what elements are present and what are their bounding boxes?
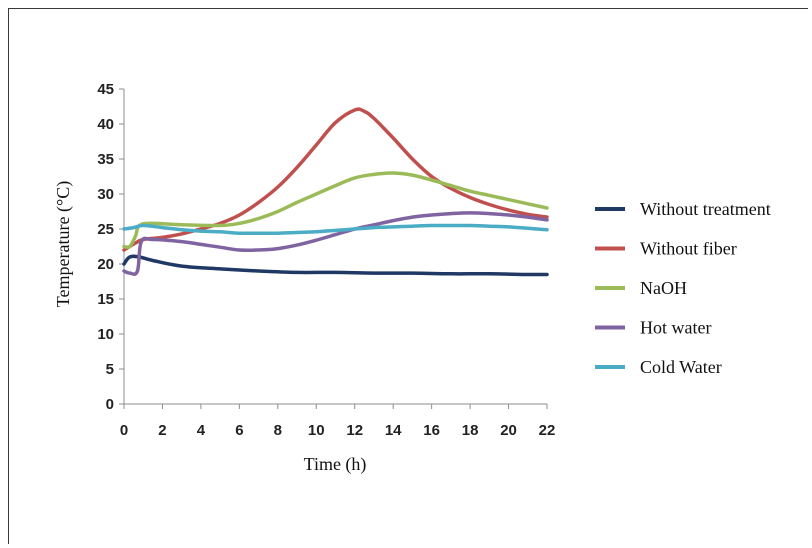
x-tick-label: 4 [197, 422, 206, 439]
y-tick-label: 5 [106, 361, 114, 378]
series-lines [122, 107, 549, 277]
x-tick-label: 22 [539, 422, 556, 439]
x-tick-label: 10 [308, 422, 325, 439]
legend-label-without-treatment: Without treatment [640, 199, 771, 219]
series-line-without-treatment [122, 254, 549, 277]
legend-label-without-fiber: Without fiber [640, 239, 737, 259]
legend: Without treatment Without fiber NaOH Hot wa… [595, 199, 771, 377]
x-tick-label: 20 [500, 422, 517, 439]
x-tick-label: 16 [423, 422, 440, 439]
x-tick-label: 18 [462, 422, 479, 439]
x-axis: 0 2 4 6 8 10 12 14 16 18 20 22 [120, 403, 556, 439]
y-tick-label: 35 [97, 151, 114, 168]
y-tick-label: 30 [97, 186, 114, 203]
y-tick-label: 25 [97, 221, 114, 238]
series-line-cold-water [122, 223, 549, 236]
series-line-without-fiber [122, 107, 549, 252]
x-tick-label: 14 [385, 422, 402, 439]
x-axis-title: Time (h) [304, 454, 367, 475]
x-tick-label: 12 [346, 422, 363, 439]
legend-label-naoh: NaOH [640, 278, 687, 298]
y-tick-label: 20 [97, 256, 114, 273]
series-line-hot-water [122, 211, 549, 276]
y-tick-label: 40 [97, 116, 114, 133]
series-line-naoh [122, 171, 549, 250]
x-tick-label: 8 [274, 422, 282, 439]
y-tick-label: 0 [106, 396, 114, 413]
y-tick-label: 45 [97, 81, 114, 98]
chart-frame [8, 8, 808, 544]
x-tick-label: 2 [158, 422, 166, 439]
y-tick-label: 15 [97, 291, 114, 308]
x-tick-label: 6 [235, 422, 243, 439]
y-axis-title: Temperature (°C) [53, 181, 74, 307]
legend-label-hot-water: Hot water [640, 318, 711, 338]
x-tick-label: 0 [120, 422, 128, 439]
legend-label-cold-water: Cold Water [640, 357, 722, 377]
y-axis: 0 5 10 15 20 25 30 35 40 45 [97, 81, 125, 413]
y-tick-label: 10 [97, 326, 114, 343]
